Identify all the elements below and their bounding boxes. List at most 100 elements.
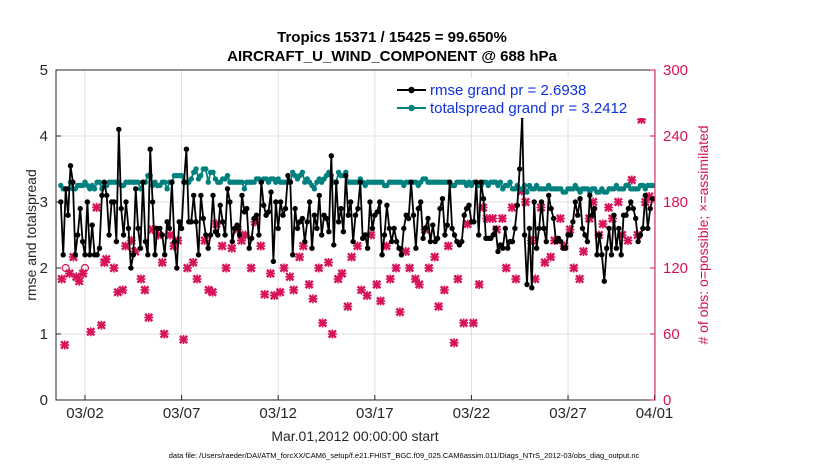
rmse-point [171, 238, 178, 245]
rmse-point [331, 242, 337, 248]
rmse-point [357, 179, 363, 185]
rmse-point [599, 252, 605, 258]
legend-rmse-label: rmse grand pr = 2.6938 [430, 82, 586, 99]
obs-assimilated-marker [289, 285, 299, 295]
obs-assimilated-marker [575, 274, 585, 284]
totalspread-point [507, 179, 513, 185]
totalspread-point [135, 179, 141, 185]
totalspread-point [164, 186, 170, 192]
rmse-point [500, 245, 506, 251]
obs-assimilated-marker [275, 287, 285, 297]
rmse-point [116, 126, 122, 133]
rmse-point [84, 199, 91, 205]
obs-assimilated-marker [569, 263, 579, 273]
rmse-point [478, 179, 484, 185]
rmse-point [596, 232, 603, 238]
footer-data-file: data file: /Users/raeder/DAI/ATM_forcXX/… [169, 451, 640, 460]
obs-assimilated-marker [221, 263, 231, 273]
totalspread-point [205, 179, 211, 185]
rmse-point [323, 215, 330, 222]
obs-assimilated-marker [468, 318, 478, 328]
rmse-point [277, 199, 284, 205]
rmse-point [265, 209, 272, 215]
rmse-point [125, 225, 132, 232]
obs-assimilated-marker [439, 285, 449, 295]
obs-assimilated-marker [434, 302, 444, 311]
obs-assimilated-marker [613, 197, 623, 207]
rmse-point [645, 225, 651, 232]
rmse-point [393, 238, 400, 245]
obs-assimilated-marker [101, 254, 111, 264]
rmse-point [490, 232, 496, 238]
rmse-point [642, 192, 648, 199]
obs-assimilated-marker [598, 219, 608, 229]
rmse-point [135, 225, 141, 232]
rmse-point [647, 205, 653, 212]
rmse-point [398, 252, 405, 258]
rmse-point [420, 235, 426, 241]
rmse-point [601, 278, 607, 284]
obs-assimilated-marker [343, 302, 353, 311]
obs-assimilated-marker [405, 263, 415, 273]
rmse-point [562, 245, 569, 251]
rmse-point [261, 202, 267, 208]
rmse-point [369, 225, 376, 232]
obs-assimilated-marker [308, 294, 318, 304]
rmse-point [340, 229, 347, 235]
legend-rmse-marker [408, 86, 415, 94]
rmse-point [87, 252, 93, 258]
rmse-point [268, 189, 274, 195]
rmse-point [377, 199, 383, 205]
rmse-point [524, 281, 530, 288]
obs-assimilated-marker [474, 280, 484, 289]
rmse-point [236, 232, 243, 238]
rmse-point [142, 238, 149, 245]
rmse-point [473, 179, 479, 185]
rmse-point [244, 205, 250, 212]
obs-assimilated-marker [391, 263, 401, 273]
legend: rmse grand pr = 2.6938 totalspread grand… [394, 78, 652, 118]
rmse-point [418, 199, 424, 205]
totalspread-point [649, 182, 656, 189]
rmse-point [304, 219, 310, 225]
rmse-point [137, 245, 144, 251]
rmse-point [128, 265, 134, 271]
rmse-point [512, 225, 518, 232]
obs-assimilated-marker [294, 252, 304, 262]
rmse-point [410, 212, 417, 218]
y2-tick-label: 0 [663, 392, 671, 409]
obs-assimilated-marker [604, 203, 614, 212]
rmse-point [234, 222, 240, 228]
obs-assimilated-marker [265, 269, 275, 278]
rmse-point [480, 196, 487, 202]
rmse-point [447, 179, 453, 185]
rmse-point [195, 252, 202, 258]
obs-assimilated-marker [376, 296, 386, 306]
rmse-point [502, 225, 508, 232]
rmse-point [451, 232, 458, 238]
rmse-point [604, 245, 610, 251]
x-tick-label: 03/27 [549, 405, 587, 422]
rmse-point [118, 205, 124, 212]
rmse-point [538, 199, 545, 205]
rmse-point [572, 199, 578, 205]
rmse-point [290, 252, 296, 258]
rmse-point [442, 232, 448, 238]
rmse-point [415, 205, 421, 212]
obs-assimilated-marker [217, 241, 227, 251]
rmse-point [606, 225, 612, 232]
obs-assimilated-marker [395, 307, 405, 317]
rmse-point [439, 196, 446, 202]
rmse-point [348, 199, 354, 205]
rmse-point [89, 222, 95, 228]
rmse-point [413, 245, 419, 251]
x-tick-label: 03/22 [453, 405, 491, 422]
rmse-point [633, 215, 639, 222]
rmse-point [529, 285, 535, 291]
obs-assimilated-marker [385, 274, 395, 284]
rmse-point [65, 212, 71, 218]
rmse-point [550, 215, 557, 222]
obs-assimilated-marker [337, 269, 347, 278]
rmse-point [287, 179, 293, 185]
rmse-point [623, 212, 629, 218]
